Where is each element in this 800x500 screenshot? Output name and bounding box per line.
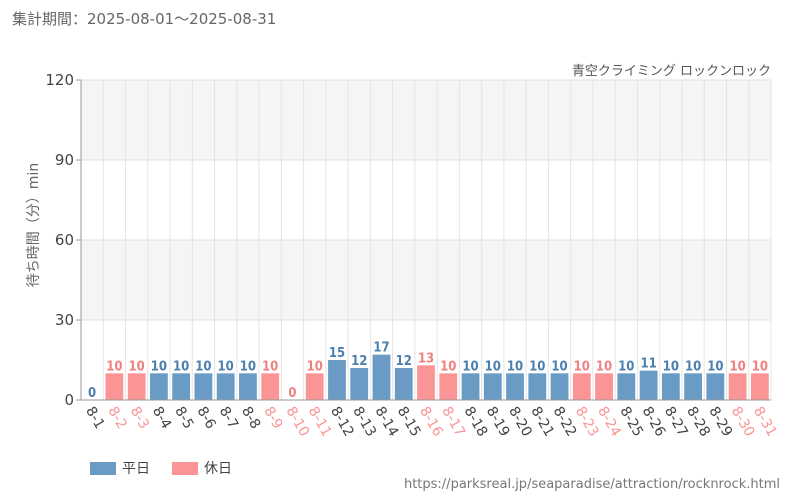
value-label-8-29: 10 (707, 359, 723, 374)
bar-8-31 (750, 373, 769, 400)
bar-8-28 (684, 373, 702, 400)
x-tick-label-8-6: 8-6 (193, 404, 218, 432)
bar-8-3 (127, 373, 146, 400)
value-label-8-30: 10 (729, 359, 745, 374)
bar-8-24 (595, 373, 613, 400)
value-label-8-7: 10 (218, 359, 234, 374)
bar-8-2 (105, 373, 124, 400)
bar-8-19 (483, 373, 502, 400)
value-label-8-2: 10 (106, 359, 122, 374)
bar-8-15 (394, 368, 413, 400)
x-tick-label-8-31: 8-31 (750, 404, 780, 440)
legend-weekday: 平日 (90, 458, 150, 478)
value-label-8-31: 10 (752, 359, 768, 374)
bar-8-14 (372, 354, 391, 400)
grid-lines (80, 79, 772, 401)
value-label-8-16: 13 (418, 351, 434, 366)
value-label-8-24: 10 (596, 359, 612, 374)
bar-8-9 (261, 373, 280, 400)
value-label-8-14: 17 (373, 341, 389, 356)
value-label-8-4: 10 (151, 359, 167, 374)
value-label-8-10: 0 (288, 386, 296, 401)
bar-8-8 (239, 373, 257, 400)
plot-band (81, 80, 771, 160)
legend-holiday-label: 休日 (204, 461, 232, 477)
bar-8-12 (328, 360, 346, 400)
value-label-8-11: 10 (307, 359, 323, 374)
value-label-8-8: 10 (240, 359, 256, 374)
value-label-8-15: 12 (396, 354, 412, 369)
x-tick-label-8-9: 8-9 (260, 404, 285, 432)
y-tick-label: 60 (55, 231, 74, 249)
bar-8-25 (617, 373, 636, 400)
bar-8-5 (172, 373, 191, 400)
x-tick-label-8-8: 8-8 (238, 404, 263, 432)
bar-8-17 (439, 373, 458, 400)
value-label-8-12: 15 (329, 346, 345, 361)
plot-band (81, 240, 771, 320)
legend-holiday: 休日 (172, 458, 232, 478)
value-labels: 0 10 10 10 10 10 10 10 10 0 10 15 12 17 12 13 10 10 10 10 10… (88, 341, 768, 401)
bar-8-16 (417, 365, 435, 400)
x-tick-label-8-7: 8-7 (216, 404, 241, 432)
value-label-8-3: 10 (129, 359, 145, 374)
value-label-8-19: 10 (485, 359, 501, 374)
x-tick-label-8-2: 8-2 (104, 404, 129, 432)
value-label-8-17: 10 (440, 359, 456, 374)
bar-8-23 (572, 373, 591, 400)
value-label-8-6: 10 (195, 359, 211, 374)
value-label-8-22: 10 (551, 359, 567, 374)
bar-8-30 (728, 373, 747, 400)
y-tick-label: 30 (55, 311, 74, 329)
weekday-swatch (90, 461, 116, 475)
value-label-8-13: 12 (351, 354, 367, 369)
value-label-8-9: 10 (262, 359, 278, 374)
bar-8-6 (194, 373, 213, 400)
x-tick-label-8-4: 8-4 (149, 404, 174, 432)
bar-8-20 (506, 373, 524, 400)
bars (105, 354, 769, 400)
value-label-8-28: 10 (685, 359, 701, 374)
plot-band (81, 160, 771, 240)
value-label-8-21: 10 (529, 359, 545, 374)
bar-8-21 (528, 373, 547, 400)
bar-8-11 (305, 373, 324, 400)
value-label-8-18: 10 (462, 359, 478, 374)
y-tick-label: 0 (64, 391, 74, 409)
x-tick-label-8-1: 8-1 (82, 404, 107, 432)
bar-8-13 (350, 368, 369, 400)
bar-8-29 (706, 373, 725, 400)
value-label-8-5: 10 (173, 359, 189, 374)
y-tick-labels: 0 30 60 90 120 (45, 71, 81, 409)
y-tick-label: 120 (45, 71, 74, 89)
value-label-8-25: 10 (618, 359, 634, 374)
value-label-8-26: 11 (640, 357, 656, 372)
value-label-8-23: 10 (574, 359, 590, 374)
y-tick-label: 90 (55, 151, 74, 169)
value-label-8-20: 10 (507, 359, 523, 374)
bar-8-18 (461, 373, 480, 400)
bar-8-7 (216, 373, 235, 400)
bar-8-4 (150, 373, 168, 400)
x-tick-label-8-5: 8-5 (171, 404, 196, 432)
holiday-swatch (172, 461, 198, 475)
attraction-name: 青空クライミング ロックンロック (571, 64, 771, 79)
period-label: 集計期間：2025-08-01～2025-08-31 (12, 10, 277, 28)
x-tick-labels: 8-18-28-38-48-58-68-78-88-98-108-118-128… (82, 404, 779, 440)
bar-8-27 (661, 373, 680, 400)
bar-8-22 (550, 373, 569, 400)
legend-weekday-label: 平日 (122, 461, 150, 477)
legend: 平日 休日 (90, 458, 232, 478)
value-label-8-1: 0 (88, 386, 96, 401)
x-tick-label-8-3: 8-3 (127, 404, 152, 432)
value-label-8-27: 10 (663, 359, 679, 374)
source-url: https://parksreal.jp/seaparadise/attract… (403, 477, 780, 492)
bar-8-26 (639, 370, 658, 400)
